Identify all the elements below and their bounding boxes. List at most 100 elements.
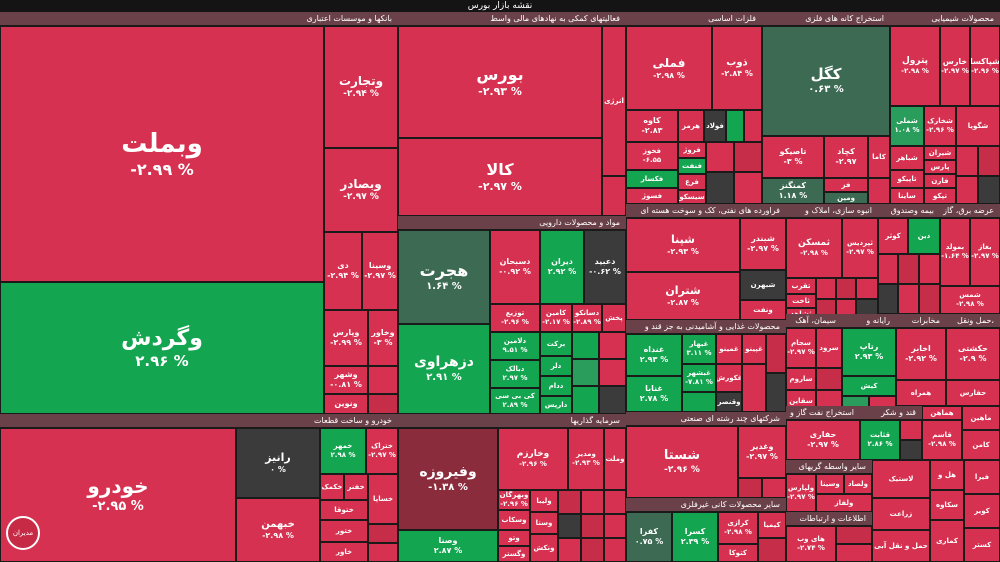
tile-sanavar[interactable]: سجام -۲.۹۷ % xyxy=(786,328,816,368)
tile-small[interactable] xyxy=(368,394,398,414)
tile-dirann[interactable]: دیران ۲.۹۲ % xyxy=(540,230,584,304)
tile-small[interactable] xyxy=(898,254,919,284)
tile-shabandar[interactable]: شباهر xyxy=(890,146,924,170)
tile-small[interactable] xyxy=(978,146,1000,176)
tile-shagol[interactable]: شگویا xyxy=(956,106,1000,146)
tile-kharas[interactable]: خارس -۲.۹۷ % xyxy=(940,26,970,106)
tile-vesapa[interactable]: وصنا ۲.۸۷ % xyxy=(398,530,498,562)
tile-enerzhi[interactable]: انرژی xyxy=(602,26,626,176)
tile-kibaser[interactable]: کیمیا xyxy=(758,512,786,538)
tile-faran[interactable]: فارن xyxy=(924,174,956,188)
tile-shasta[interactable]: شستا -۲.۹۶ % xyxy=(626,426,738,498)
tile-small[interactable] xyxy=(602,176,626,216)
tile-khamoto[interactable]: خاور xyxy=(320,542,368,562)
tile-shomal[interactable]: شملی ۱.۰۸ % xyxy=(890,106,924,146)
tile-dasobhan[interactable]: دسبحان -۰.۹۲ % xyxy=(490,230,540,304)
tile-khakam[interactable]: خکمک xyxy=(320,474,344,500)
tile-vesina2[interactable]: وسینا xyxy=(816,474,844,494)
tile-khodro[interactable]: خودرو -۲.۹۵ % xyxy=(0,428,236,562)
tile-small[interactable] xyxy=(734,142,762,172)
tile-vegostar[interactable]: وگستر xyxy=(498,546,530,562)
tile-vabsader[interactable]: وبصادر -۲.۹۷ % xyxy=(324,148,398,232)
tile-tabas[interactable]: ثاخت xyxy=(786,294,816,308)
tile-shebahr[interactable]: شبهرن xyxy=(740,270,786,300)
tile-small[interactable] xyxy=(878,254,898,284)
tile-khenazam[interactable]: ختوقا xyxy=(320,500,368,520)
tile-kama[interactable]: کاما xyxy=(868,136,890,178)
tile-sekhetk[interactable]: سکاوه xyxy=(930,490,964,520)
tile-dinn[interactable]: دین xyxy=(908,218,940,254)
tile-small[interactable] xyxy=(898,284,919,314)
tile-vesakhat[interactable]: وسکاب xyxy=(498,510,530,530)
tile-kemangan[interactable]: کمنگنز ۱.۱۸ % xyxy=(762,178,824,204)
tile-dabalk[interactable]: دبالک ۲.۹۷ % xyxy=(490,360,540,388)
tile-small[interactable] xyxy=(604,538,626,562)
tile-rakik[interactable]: رتاپ ۲.۹۳ % xyxy=(842,328,896,376)
tile-small[interactable] xyxy=(706,172,734,204)
tile-forooz[interactable]: فروژ xyxy=(678,142,706,158)
tile-khoms[interactable]: فخوز -۶.۵۵ xyxy=(626,142,678,170)
tile-tepco[interactable]: تپکو xyxy=(924,188,956,204)
tile-small[interactable] xyxy=(868,178,890,204)
tile-kasteri[interactable]: کستر xyxy=(964,528,1000,562)
tile-small[interactable] xyxy=(836,278,856,299)
tile-small[interactable] xyxy=(581,490,604,514)
tile-kamari[interactable]: کماری xyxy=(930,520,964,562)
tile-small[interactable] xyxy=(682,392,716,412)
tile-vakhavar[interactable]: وخاور -۳ % xyxy=(368,310,398,366)
tile-small[interactable] xyxy=(581,538,604,562)
tile-small[interactable] xyxy=(558,514,581,538)
tile-vabemellat[interactable]: وبملت -۲.۹۹ % xyxy=(0,26,324,282)
tile-tamaskan[interactable]: ثمسکن -۲.۹۸ % xyxy=(786,218,842,278)
tile-baghaz[interactable]: بغاز -۲.۹۷ % xyxy=(970,218,1000,286)
tile-khezar[interactable]: خفنر xyxy=(344,474,368,500)
tile-small[interactable] xyxy=(599,359,626,386)
tile-ghenabat[interactable]: غنابا ۲.۷۸ % xyxy=(626,376,682,412)
tile-fezam[interactable]: فیرا xyxy=(964,460,1000,494)
tile-vekharazm[interactable]: وخارزم -۲.۹۶ % xyxy=(498,428,568,490)
tile-kegol[interactable]: کگل ۰.۶۳ % xyxy=(762,26,890,136)
tile-vepeisa[interactable]: وملت xyxy=(604,428,626,490)
tile-dadar[interactable]: ددام xyxy=(540,376,572,396)
tile-ghepino[interactable]: غپینو xyxy=(742,334,766,364)
tile-vepars[interactable]: وپارس -۲.۹۹ % xyxy=(324,310,368,366)
tile-small[interactable] xyxy=(816,368,842,390)
tile-sheteran[interactable]: شتران -۲.۸۷ % xyxy=(626,272,740,320)
tile-raniz[interactable]: رانیز ۰ % xyxy=(236,428,320,498)
tile-small[interactable] xyxy=(742,364,766,412)
tile-small[interactable] xyxy=(368,543,398,562)
tile-haffari[interactable]: حفاری -۲.۹۷ % xyxy=(786,420,860,460)
tile-pakhsh[interactable]: پخش xyxy=(602,304,626,332)
tile-akhabar[interactable]: اخابر -۲.۹۲ % xyxy=(896,328,946,380)
tile-kevire[interactable]: کویر xyxy=(964,494,1000,528)
tile-small[interactable] xyxy=(604,514,626,538)
tile-small[interactable] xyxy=(558,538,581,562)
tile-small[interactable] xyxy=(572,386,599,414)
tile-khkap[interactable]: ختور xyxy=(320,520,368,542)
tile-kafra[interactable]: کفرا ۰.۷۵ % xyxy=(626,512,672,562)
tile-sefars[interactable]: سرود xyxy=(816,328,842,368)
tile-small[interactable] xyxy=(572,332,599,359)
tile-small[interactable] xyxy=(956,146,978,176)
tile-small[interactable] xyxy=(734,172,762,204)
tile-vanaft[interactable]: ونفت xyxy=(740,300,786,320)
tile-vegardesh[interactable]: وگردش ۲.۹۶ % xyxy=(0,282,324,414)
tile-hamehr[interactable]: هماهن xyxy=(922,406,962,420)
tile-small[interactable] xyxy=(758,538,786,562)
tile-kowsar[interactable]: کوثر xyxy=(878,218,908,254)
tile-khebahman[interactable]: خبهمن -۲.۹۸ % xyxy=(236,498,320,562)
tile-small[interactable] xyxy=(878,284,898,314)
tile-valpars[interactable]: ولپارس -۲.۹۷ % xyxy=(786,474,816,512)
tile-vakashet[interactable]: ونکش xyxy=(530,534,558,562)
tile-small[interactable] xyxy=(900,420,922,440)
tile-shams[interactable]: شمس -۲.۹۸ % xyxy=(940,286,1000,314)
tile-shekhark[interactable]: شخارک -۲.۹۶ % xyxy=(924,106,956,146)
tile-small[interactable] xyxy=(956,176,978,204)
tile-small[interactable] xyxy=(368,366,398,394)
tile-vefiroozeh[interactable]: وفیروزه -۱.۳۸ % xyxy=(398,428,498,530)
tile-small[interactable] xyxy=(816,278,836,299)
tile-small[interactable] xyxy=(738,478,762,498)
tile-sisko[interactable]: سیسکو xyxy=(678,190,706,204)
tile-shebandar[interactable]: شبندر -۲.۹۷ % xyxy=(740,218,786,270)
tile-vashahr[interactable]: وشهر -۰.۸۱ % xyxy=(324,366,368,394)
